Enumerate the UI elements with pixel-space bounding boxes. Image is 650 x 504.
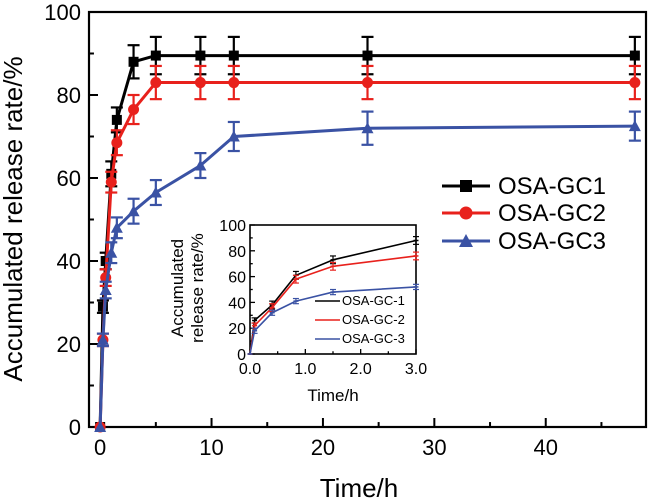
inset-y-tick-label: 0: [237, 347, 246, 364]
main-x-axis-title: Time/h: [320, 473, 399, 503]
main-data-point: [228, 77, 240, 89]
inset-legend-item-osa-gc-2: OSA-GC-2: [315, 312, 405, 327]
main-data-point: [149, 186, 162, 198]
main-data-point: [96, 333, 109, 345]
main-y-tick-label: 0: [69, 415, 81, 440]
inset-legend-label-osa-gc-2: OSA-GC-2: [342, 312, 405, 327]
main-x-tick-label: 30: [422, 435, 446, 460]
main-y-axis-title: Accumulated release rate/%: [0, 56, 28, 381]
inset-y-tick-label: 100: [219, 218, 246, 235]
inset-x-axis-title: Time/h: [307, 386, 358, 405]
legend-item-osa-gc1: OSA-GC1: [442, 173, 606, 200]
inset-x-tick-label: 3.0: [405, 361, 427, 378]
legend-label-osa-gc2: OSA-GC2: [498, 200, 606, 227]
inset-y-axis-title-line-2: release rate/%: [188, 233, 207, 343]
inset-y-tick-label: 60: [228, 270, 246, 287]
main-data-point: [227, 130, 240, 142]
inset-y-axis-title: Accumulated release rate/%: [168, 233, 207, 343]
main-y-tick-label: 80: [57, 83, 81, 108]
inset-series-line-osa-gc-3: [249, 286, 417, 355]
main-data-point: [127, 205, 140, 217]
main-x-tick-label: 40: [533, 435, 557, 460]
main-data-point: [99, 284, 112, 296]
main-ticks: 0 10 20 30 40 0 20 40 60 80 100: [44, 0, 603, 460]
main-x-tick-label: 10: [199, 435, 223, 460]
main-data-point: [105, 176, 117, 188]
inset-series-osa-gc-3: [247, 283, 419, 355]
main-series-osa-gc3: [94, 110, 641, 432]
main-data-point: [629, 77, 641, 89]
inset-y-tick-label: 40: [228, 295, 246, 312]
main-x-tick-label: 0: [94, 435, 106, 460]
main-data-point: [629, 50, 640, 61]
main-data-point: [128, 104, 140, 116]
inset-x-tick-label: 2.0: [350, 361, 372, 378]
main-data-point: [128, 56, 139, 67]
legend-item-osa-gc2: OSA-GC2: [442, 200, 606, 227]
inset-legend-label-osa-gc-3: OSA-GC-3: [342, 331, 405, 346]
main-data-point: [150, 50, 161, 61]
legend-item-osa-gc3: OSA-GC3: [442, 228, 606, 255]
main-data-point: [362, 77, 373, 89]
inset-ticks: 0.0 1.0 2.0 3.0 0 20 40 60 80 100: [219, 218, 427, 378]
main-data-point: [195, 50, 206, 61]
legend-marker-osa-gc2: [459, 206, 473, 220]
main-data-point: [194, 77, 206, 89]
main-data-point: [110, 221, 123, 233]
inset-y-axis-title-line-1: Accumulated: [168, 239, 187, 337]
legend-marker-osa-gc3: [459, 234, 473, 247]
main-data-point: [111, 137, 123, 149]
main-data-point: [111, 114, 122, 125]
inset-plot: 0.0 1.0 2.0 3.0 0 20 40 60 80 100 Time/h Accumula…: [168, 218, 427, 405]
main-legend: OSA-GC1 OSA-GC2 OSA-GC3: [442, 173, 606, 255]
inset-series: [247, 236, 419, 355]
inset-legend: OSA-GC-1 OSA-GC-2 OSA-GC-3: [315, 293, 405, 346]
main-data-point: [628, 120, 641, 132]
inset-y-tick-label: 20: [228, 321, 246, 338]
main-data-point: [105, 246, 118, 258]
main-data-point: [94, 421, 107, 432]
inset-x-tick-label: 0.0: [239, 361, 261, 378]
main-data-point: [361, 122, 374, 134]
main-y-tick-label: 40: [57, 249, 81, 274]
main-data-point: [194, 159, 207, 171]
legend-label-osa-gc3: OSA-GC3: [498, 228, 606, 255]
main-x-tick-label: 20: [311, 435, 335, 460]
legend-marker-osa-gc1: [460, 180, 472, 192]
inset-legend-item-osa-gc-3: OSA-GC-3: [315, 331, 405, 346]
inset-legend-item-osa-gc-1: OSA-GC-1: [315, 293, 405, 308]
main-series: [94, 35, 641, 433]
legend-label-osa-gc1: OSA-GC1: [498, 173, 606, 200]
main-data-point: [362, 50, 373, 61]
main-data-point: [228, 50, 239, 61]
main-y-tick-label: 100: [44, 0, 81, 25]
main-y-tick-label: 60: [57, 166, 81, 191]
main-y-tick-label: 20: [57, 332, 81, 357]
inset-y-tick-label: 80: [228, 244, 246, 261]
main-data-point: [150, 77, 162, 89]
inset-legend-label-osa-gc-1: OSA-GC-1: [342, 293, 405, 308]
inset-x-tick-label: 1.0: [294, 361, 316, 378]
